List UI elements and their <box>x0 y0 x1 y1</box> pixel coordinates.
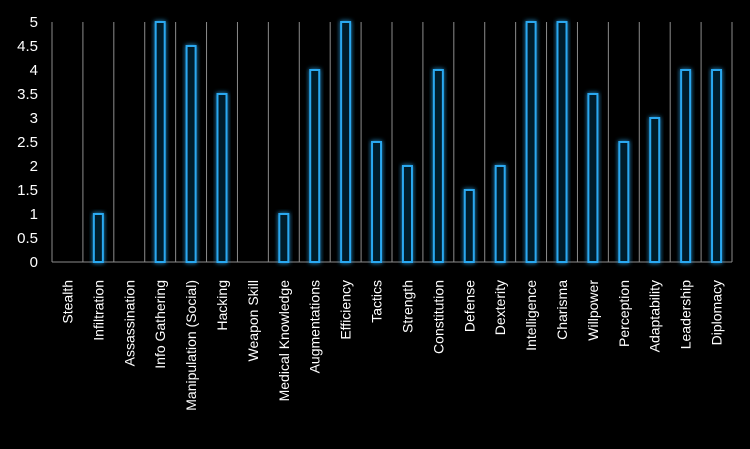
bar-efficiency <box>340 21 352 263</box>
y-tick-label: 5 <box>30 14 38 31</box>
y-tick-label: 2.5 <box>17 134 38 151</box>
bar-medical-knowledge <box>278 213 290 263</box>
x-tick-label: Dexterity <box>492 280 508 335</box>
bar-info-gathering <box>154 21 166 263</box>
x-tick-label: Diplomacy <box>709 280 725 345</box>
bar-hacking <box>216 93 228 263</box>
bar-constitution <box>432 69 444 263</box>
y-tick-label: 4 <box>30 62 38 79</box>
y-tick-label: 1 <box>30 206 38 223</box>
x-tick-label: Tactics <box>369 280 385 323</box>
y-tick-label: 4.5 <box>17 38 38 55</box>
x-tick-label: Willpower <box>585 280 601 341</box>
bar-dexterity <box>494 165 506 263</box>
bar-leadership <box>680 69 692 263</box>
x-tick-label: Augmentations <box>307 280 323 373</box>
x-tick-label: Constitution <box>430 280 446 354</box>
x-tick-label: Manipulation (Social) <box>183 280 199 411</box>
y-tick-label: 2 <box>30 158 38 175</box>
x-tick-label: Adaptability <box>647 280 663 352</box>
x-tick-label: Charisma <box>554 280 570 340</box>
bar-manipulation-social <box>185 45 197 263</box>
x-tick-label: Leadership <box>678 280 694 349</box>
y-tick-label: 3 <box>30 110 38 127</box>
x-tick-label: Medical Knowledge <box>276 280 292 402</box>
x-tick-label: Weapon Skill <box>245 280 261 361</box>
y-axis-ticks: 0 0.5 1 1.5 2 2.5 3 3.5 4 4.5 5 <box>17 14 38 271</box>
x-tick-label: Infiltration <box>90 280 106 341</box>
bar-infiltration <box>92 213 104 263</box>
bar-willpower <box>587 93 599 263</box>
y-tick-label: 3.5 <box>17 86 38 103</box>
bar-strength <box>401 165 413 263</box>
x-tick-label: Info Gathering <box>152 280 168 369</box>
x-tick-label: Perception <box>616 280 632 347</box>
bar-perception <box>618 141 630 263</box>
x-tick-label: Efficiency <box>338 280 354 340</box>
bar-tactics <box>371 141 383 263</box>
x-tick-label: Defense <box>461 280 477 332</box>
x-tick-label: Intelligence <box>523 280 539 351</box>
bar-charisma <box>556 21 568 263</box>
x-tick-label: Stealth <box>59 280 75 324</box>
x-axis-labels: Stealth Infiltration Assassination Info Gat… <box>59 280 724 411</box>
bar-intelligence <box>525 21 537 263</box>
y-tick-label: 1.5 <box>17 182 38 199</box>
x-tick-label: Strength <box>399 280 415 333</box>
x-tick-label: Hacking <box>214 280 230 331</box>
bars <box>92 21 723 263</box>
bar-diplomacy <box>711 69 723 263</box>
y-tick-label: 0.5 <box>17 230 38 247</box>
bar-defense <box>463 189 475 263</box>
gridlines <box>51 22 733 263</box>
x-tick-label: Assassination <box>121 280 137 366</box>
bar-adaptability <box>649 117 661 263</box>
y-tick-label: 0 <box>30 254 38 271</box>
bar-augmentations <box>309 69 321 263</box>
